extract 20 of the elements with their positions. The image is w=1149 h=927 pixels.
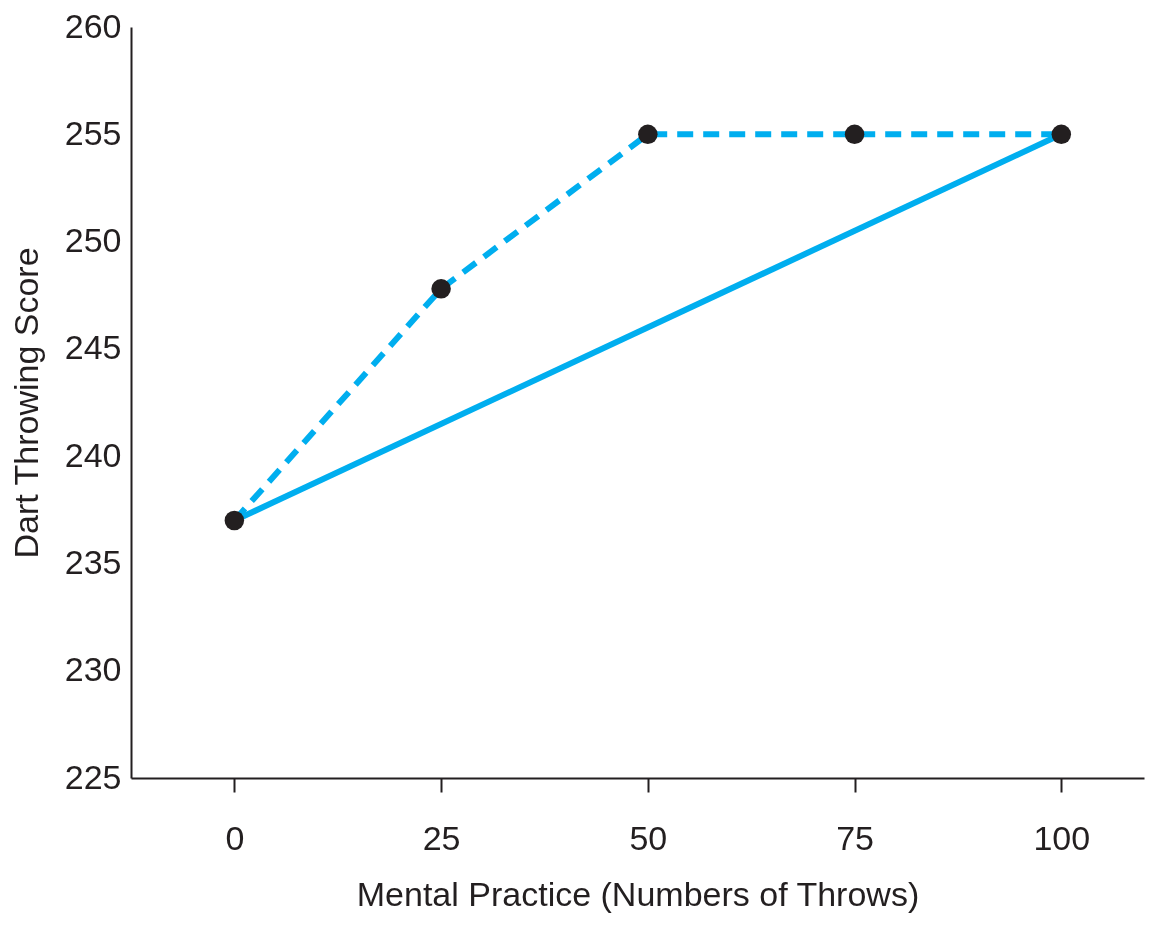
- point: [1051, 124, 1072, 145]
- x-axis-title: Mental Practice (Numbers of Throws): [356, 874, 920, 913]
- y-tick-label: 250: [64, 221, 122, 260]
- point: [431, 279, 451, 299]
- y-tick-label: 245: [64, 328, 122, 367]
- y-tick-label: 235: [64, 542, 122, 581]
- y-tick-label: 240: [64, 435, 122, 474]
- point: [224, 510, 245, 531]
- y-tick-label: 230: [64, 650, 122, 689]
- y-tick-label: 260: [64, 6, 122, 45]
- x-tick-label: 25: [422, 818, 461, 857]
- point: [844, 124, 865, 145]
- x-tick-label: 75: [836, 818, 874, 857]
- x-tick-label: 100: [1033, 818, 1091, 857]
- y-tick-label: 225: [64, 757, 122, 796]
- x-tick-label: 50: [629, 818, 668, 857]
- point: [638, 124, 658, 145]
- y-tick-label: 255: [64, 113, 122, 152]
- x-tick-label: 0: [225, 818, 245, 857]
- y-axis-title: Dart Throwing Score: [6, 247, 45, 559]
